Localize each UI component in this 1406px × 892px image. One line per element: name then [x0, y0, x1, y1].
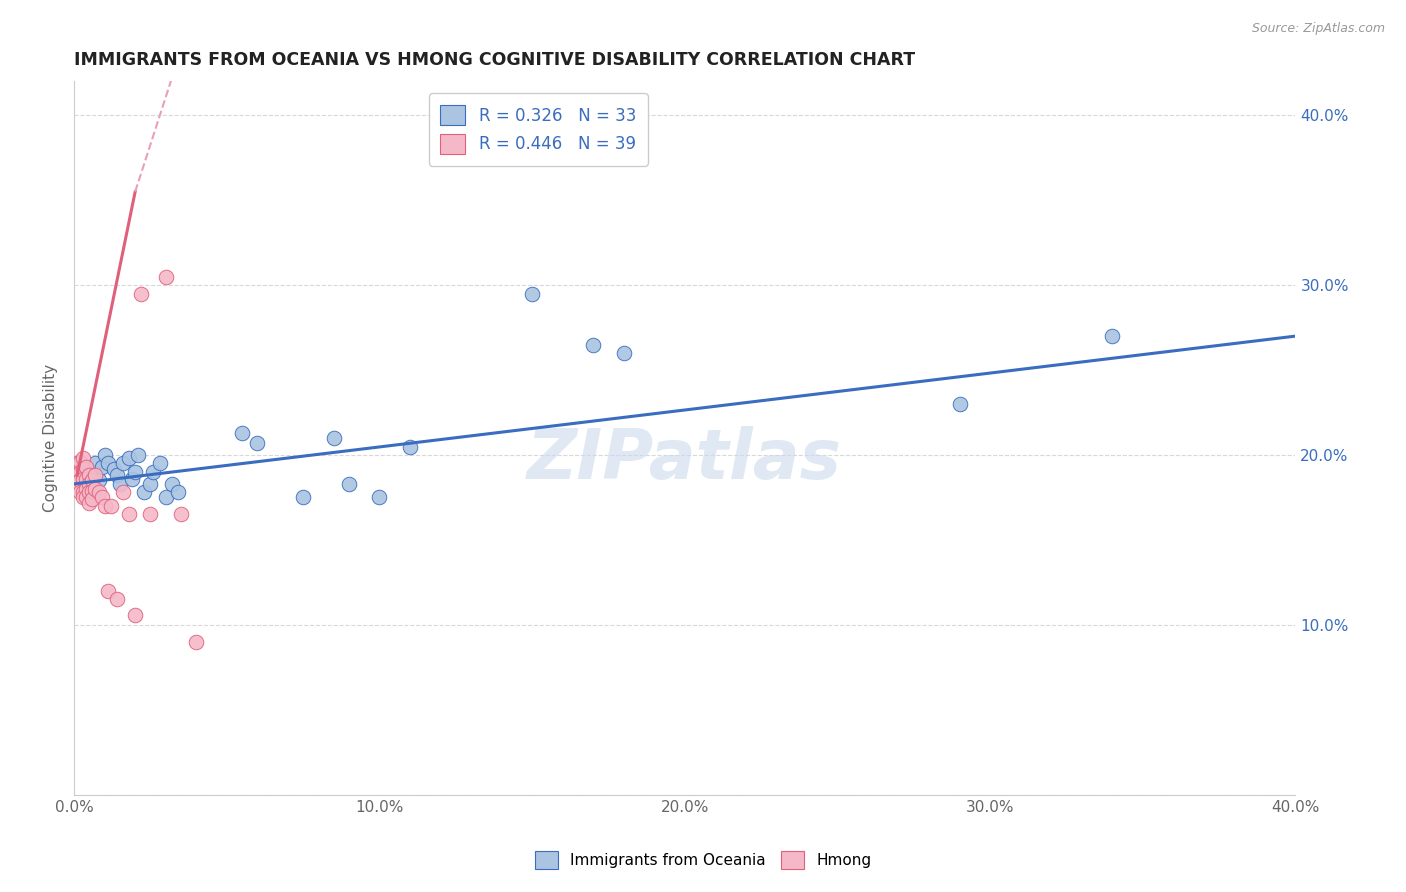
Point: [87, 485, 110, 500]
Point: [69, 465, 91, 479]
Point: [124, 465, 146, 479]
Point: [134, 485, 156, 500]
Point: [90, 491, 112, 505]
Point: [75, 491, 97, 505]
Point: [97, 583, 120, 598]
Point: [84, 457, 107, 471]
Point: [231, 425, 253, 440]
Point: [170, 508, 193, 522]
Point: [72, 491, 94, 505]
Point: [127, 448, 149, 462]
Point: [246, 436, 269, 450]
Point: [82, 474, 104, 488]
Point: [155, 269, 177, 284]
Point: [108, 476, 131, 491]
Point: [139, 476, 162, 491]
Legend: R = 0.326   N = 33, R = 0.446   N = 39: R = 0.326 N = 33, R = 0.446 N = 39: [429, 94, 648, 166]
Point: [66, 457, 89, 471]
Point: [82, 492, 104, 507]
Point: [69, 485, 91, 500]
Point: [75, 482, 97, 496]
Text: Source: ZipAtlas.com: Source: ZipAtlas.com: [1251, 22, 1385, 36]
Point: [368, 491, 391, 505]
Point: [582, 337, 605, 351]
Point: [72, 472, 94, 486]
Point: [87, 474, 110, 488]
Text: IMMIGRANTS FROM OCEANIA VS HMONG COGNITIVE DISABILITY CORRELATION CHART: IMMIGRANTS FROM OCEANIA VS HMONG COGNITI…: [75, 51, 915, 69]
Point: [97, 457, 120, 471]
Point: [121, 472, 143, 486]
Point: [292, 491, 315, 505]
Point: [399, 440, 422, 454]
Point: [84, 468, 107, 483]
Point: [1101, 329, 1123, 343]
Point: [337, 476, 360, 491]
Point: [90, 459, 112, 474]
Point: [66, 468, 89, 483]
Point: [79, 465, 101, 479]
Point: [75, 459, 97, 474]
Point: [66, 476, 89, 491]
Point: [84, 482, 107, 496]
Point: [186, 635, 208, 649]
Point: [118, 451, 141, 466]
Point: [613, 346, 636, 360]
Point: [167, 485, 190, 500]
Point: [111, 485, 134, 500]
Point: [103, 461, 125, 475]
Text: ZIPatlas: ZIPatlas: [527, 425, 842, 493]
Point: [149, 457, 172, 471]
Point: [72, 485, 94, 500]
Legend: Immigrants from Oceania, Hmong: Immigrants from Oceania, Hmong: [529, 845, 877, 875]
Point: [105, 592, 128, 607]
Point: [79, 495, 101, 509]
Point: [79, 476, 101, 491]
Point: [520, 286, 543, 301]
Point: [75, 472, 97, 486]
Point: [142, 465, 165, 479]
Point: [948, 397, 970, 411]
Point: [105, 468, 128, 483]
Point: [79, 468, 101, 483]
Point: [72, 461, 94, 475]
Y-axis label: Cognitive Disability: Cognitive Disability: [44, 364, 58, 512]
Point: [79, 485, 101, 500]
Point: [124, 607, 146, 622]
Point: [139, 508, 162, 522]
Point: [129, 286, 152, 301]
Point: [322, 431, 344, 445]
Point: [155, 491, 177, 505]
Point: [82, 483, 104, 498]
Point: [118, 508, 141, 522]
Point: [100, 499, 122, 513]
Point: [93, 499, 115, 513]
Point: [160, 476, 183, 491]
Point: [111, 457, 134, 471]
Point: [72, 451, 94, 466]
Point: [69, 455, 91, 469]
Point: [93, 448, 115, 462]
Point: [69, 474, 91, 488]
